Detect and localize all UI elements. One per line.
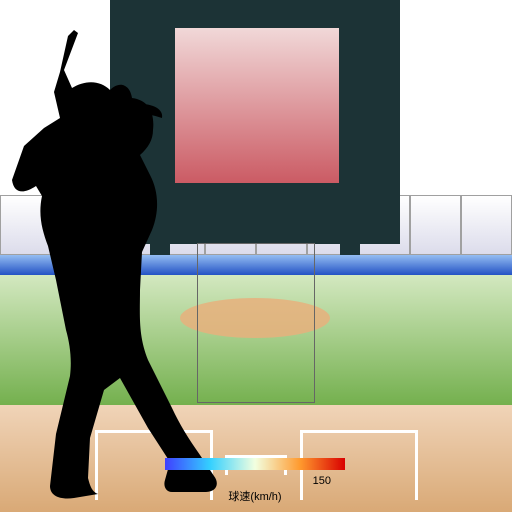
batter-silhouette (0, 30, 230, 500)
legend-label: 球速(km/h) (165, 488, 345, 504)
legend-tick: 100 (179, 475, 197, 487)
batter-box-line (415, 430, 418, 500)
velocity-legend: 100 150 球速(km/h) (165, 458, 345, 504)
legend-colorbar (165, 458, 345, 470)
pitch-chart-canvas: 100 150 球速(km/h) (0, 0, 512, 512)
batter-box-line (300, 430, 415, 433)
stand-segment (461, 195, 512, 255)
legend-ticks: 100 150 (165, 475, 345, 487)
stand-segment (410, 195, 461, 255)
legend-tick: 150 (313, 475, 331, 487)
